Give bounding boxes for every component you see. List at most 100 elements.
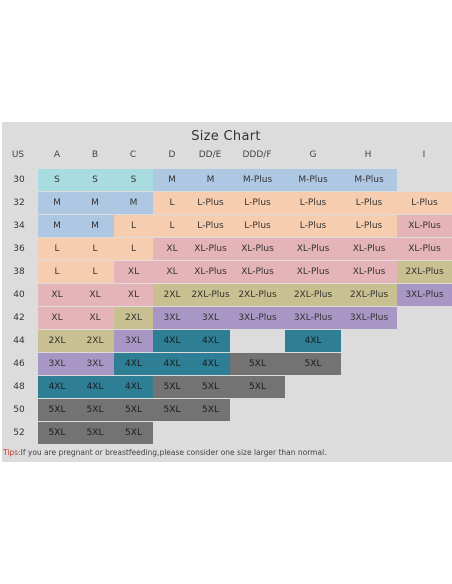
size-cell: L bbox=[38, 261, 76, 283]
size-cell: L-Plus bbox=[285, 192, 341, 214]
size-cell: XL-Plus bbox=[191, 238, 230, 260]
us-band-52: 52 bbox=[13, 428, 25, 438]
size-cell: 3XL bbox=[38, 353, 76, 375]
size-cell: 4XL bbox=[153, 330, 191, 352]
size-cell: 3XL bbox=[76, 353, 114, 375]
header-g: G bbox=[309, 150, 317, 160]
size-cell: L-Plus bbox=[341, 215, 397, 237]
size-cell: 5XL bbox=[230, 353, 285, 375]
size-cell: 4XL bbox=[191, 330, 230, 352]
size-cell: 3XL-Plus bbox=[341, 307, 397, 329]
header-a: A bbox=[53, 150, 61, 160]
size-cell: 4XL bbox=[114, 376, 153, 398]
size-cell: S bbox=[38, 169, 76, 191]
size-cell: 2XL-Plus bbox=[397, 261, 452, 283]
size-cell: L-Plus bbox=[191, 215, 230, 237]
size-cell: M bbox=[114, 192, 153, 214]
us-band-36: 36 bbox=[13, 244, 25, 254]
size-cell: 3XL-Plus bbox=[230, 307, 285, 329]
us-band-32: 32 bbox=[13, 198, 25, 208]
header-us: US bbox=[11, 150, 25, 160]
us-band-44: 44 bbox=[13, 336, 25, 346]
size-cell: L bbox=[114, 215, 153, 237]
size-cell: 5XL bbox=[191, 376, 230, 398]
size-cell: M bbox=[76, 192, 114, 214]
size-cell: XL bbox=[114, 284, 153, 306]
size-cell: 5XL bbox=[191, 399, 230, 421]
size-cell: 5XL bbox=[76, 422, 114, 444]
size-cell: L-Plus bbox=[230, 192, 285, 214]
size-cell: L-Plus bbox=[230, 215, 285, 237]
header-i: I bbox=[422, 150, 426, 160]
tips-label: Tips: bbox=[3, 448, 21, 457]
size-cell: XL bbox=[153, 238, 191, 260]
size-cell: XL-Plus bbox=[230, 261, 285, 283]
size-cell: 5XL bbox=[76, 399, 114, 421]
header-d: D bbox=[168, 150, 176, 160]
size-cell: 2XL-Plus bbox=[285, 284, 341, 306]
size-cell: XL bbox=[76, 307, 114, 329]
size-cell: 4XL bbox=[153, 353, 191, 375]
header-dd-e: DD/E bbox=[198, 150, 222, 160]
size-cell: M-Plus bbox=[341, 169, 397, 191]
size-cell: 2XL bbox=[153, 284, 191, 306]
size-cell: 2XL-Plus bbox=[191, 284, 230, 306]
tips-text: If you are pregnant or breastfeeding,ple… bbox=[20, 448, 327, 457]
size-cell: M bbox=[153, 169, 191, 191]
size-cell: S bbox=[76, 169, 114, 191]
size-cell: 4XL bbox=[285, 330, 341, 352]
size-cell: M-Plus bbox=[230, 169, 285, 191]
size-cell: L bbox=[153, 215, 191, 237]
tips-note: Tips:If you are pregnant or breastfeedin… bbox=[3, 448, 327, 457]
header-h: H bbox=[364, 150, 372, 160]
us-band-30: 30 bbox=[13, 175, 25, 185]
chart-title: Size Chart bbox=[191, 129, 261, 144]
size-cell: 5XL bbox=[38, 399, 76, 421]
size-cell: XL-Plus bbox=[341, 261, 397, 283]
us-band-48: 48 bbox=[13, 382, 25, 392]
size-cell: L bbox=[76, 238, 114, 260]
size-cell: M bbox=[76, 215, 114, 237]
size-cell: XL-Plus bbox=[285, 261, 341, 283]
size-cell: 5XL bbox=[153, 399, 191, 421]
size-cell: L bbox=[76, 261, 114, 283]
header-c: C bbox=[129, 150, 137, 160]
size-cell: M-Plus bbox=[285, 169, 341, 191]
header-b: B bbox=[91, 150, 99, 160]
size-cell: 2XL bbox=[76, 330, 114, 352]
size-cell: L bbox=[153, 192, 191, 214]
size-cell: M bbox=[191, 169, 230, 191]
us-band-46: 46 bbox=[13, 359, 25, 369]
size-cell: 5XL bbox=[230, 376, 285, 398]
size-cell: 3XL bbox=[114, 330, 153, 352]
size-cell: 4XL bbox=[191, 353, 230, 375]
size-cell: 5XL bbox=[114, 422, 153, 444]
size-cell: 4XL bbox=[76, 376, 114, 398]
size-cell: L-Plus bbox=[341, 192, 397, 214]
size-cell: M bbox=[38, 215, 76, 237]
size-cell: L-Plus bbox=[285, 215, 341, 237]
size-cell: 2XL bbox=[38, 330, 76, 352]
size-cell: 2XL-Plus bbox=[341, 284, 397, 306]
size-cell: XL bbox=[38, 284, 76, 306]
size-cell: XL-Plus bbox=[397, 238, 452, 260]
size-cell: XL bbox=[76, 284, 114, 306]
size-cell: 3XL bbox=[153, 307, 191, 329]
size-cell: XL-Plus bbox=[285, 238, 341, 260]
size-cell: 2XL bbox=[114, 307, 153, 329]
size-cell: 5XL bbox=[153, 376, 191, 398]
size-cell: S bbox=[114, 169, 153, 191]
size-cell: 3XL-Plus bbox=[285, 307, 341, 329]
size-cell: XL-Plus bbox=[191, 261, 230, 283]
size-cell: XL-Plus bbox=[341, 238, 397, 260]
size-cell: 2XL-Plus bbox=[230, 284, 285, 306]
size-cell: M bbox=[38, 192, 76, 214]
us-band-40: 40 bbox=[13, 290, 25, 300]
size-cell: 5XL bbox=[38, 422, 76, 444]
size-cell: 4XL bbox=[114, 353, 153, 375]
size-cell: XL-Plus bbox=[230, 238, 285, 260]
size-cell: XL bbox=[114, 261, 153, 283]
size-cell: 3XL-Plus bbox=[397, 284, 452, 306]
size-cell: XL bbox=[38, 307, 76, 329]
